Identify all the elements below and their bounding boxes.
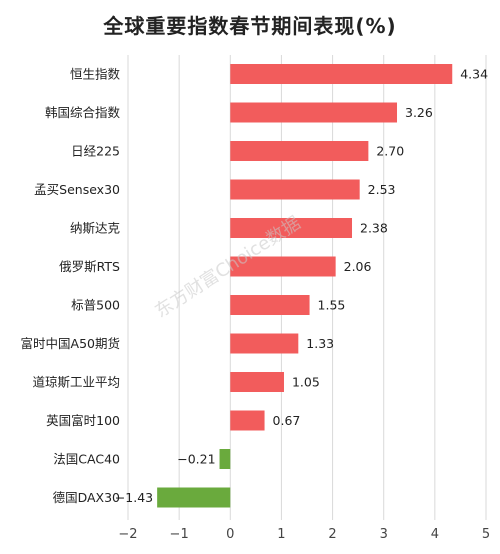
bar [157, 487, 231, 508]
category-label: 英国富时100 [46, 413, 120, 428]
value-label: 0.67 [273, 413, 301, 428]
bar [230, 333, 299, 354]
chart-title: 全球重要指数春节期间表现(%) [103, 14, 397, 38]
grid-lines [127, 55, 487, 520]
value-label: 1.55 [318, 298, 346, 313]
value-label: 4.34 [460, 67, 488, 82]
bar [230, 64, 453, 84]
value-label: 1.05 [292, 375, 320, 390]
bar [230, 372, 284, 392]
category-label: 韩国综合指数 [45, 105, 121, 120]
value-label: 2.06 [344, 259, 372, 274]
bar [230, 410, 265, 431]
x-tick-label: −2 [118, 527, 137, 542]
labels: 恒生指数 4.34 韩国综合指数 3.26 日经225 2.70 孟买Sensex30 2.5… [21, 67, 489, 506]
x-tick-label: 2 [328, 527, 336, 542]
bar [230, 141, 369, 161]
x-tick-label: 1 [277, 527, 285, 542]
x-tick-label: −1 [170, 527, 189, 542]
x-tick-label: 4 [431, 527, 439, 542]
x-tick-label: 5 [482, 527, 490, 542]
value-label: 2.38 [360, 221, 388, 236]
category-label: 纳斯达克 [70, 221, 120, 236]
x-tick-label: 0 [226, 527, 234, 542]
bar [230, 256, 336, 277]
value-label: 3.26 [405, 105, 433, 120]
bars [157, 64, 453, 508]
value-label: 1.33 [306, 336, 334, 351]
category-label: 德国DAX30 [53, 490, 120, 505]
value-label: −1.43 [115, 490, 153, 505]
category-label: 日经225 [71, 144, 120, 159]
category-label: 富时中国A50期货 [21, 336, 120, 351]
bar [230, 295, 310, 315]
category-label: 恒生指数 [70, 67, 121, 82]
value-label: 2.53 [368, 182, 396, 197]
bar [230, 102, 398, 123]
category-label: 标普500 [71, 298, 120, 313]
value-label: −0.21 [177, 452, 215, 467]
category-label: 俄罗斯RTS [59, 259, 120, 274]
x-axis: −2 −1 0 1 2 3 4 5 [118, 527, 490, 542]
category-label: 法国CAC40 [53, 452, 120, 467]
category-label: 道琼斯工业平均 [32, 375, 120, 390]
bar [230, 179, 360, 200]
category-label: 孟买Sensex30 [34, 182, 120, 197]
value-label: 2.70 [376, 144, 404, 159]
bar [219, 449, 231, 469]
x-tick-label: 3 [380, 527, 388, 542]
bar [230, 218, 353, 238]
